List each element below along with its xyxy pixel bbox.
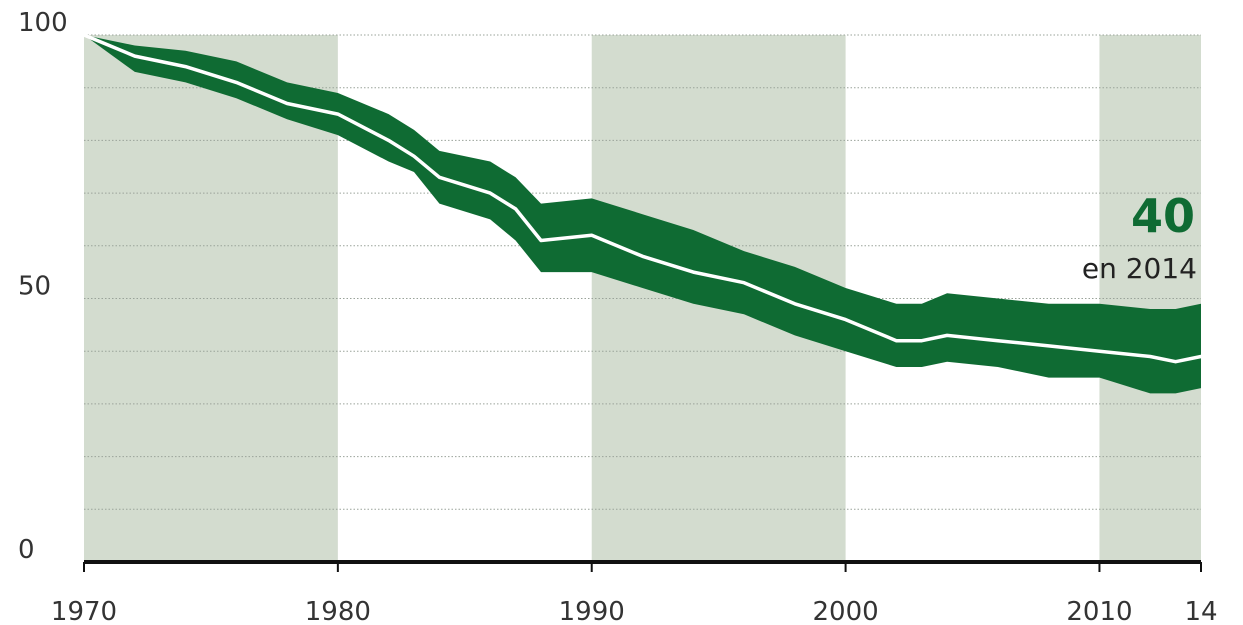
annotation-value: 40 [1131,189,1195,243]
index-line-group [82,33,1203,364]
x-axis [83,560,1202,572]
y-tick-label-0: 0 [18,535,35,565]
x-tick-label-2010: 2010 [1066,597,1132,625]
x-tick-labels: 1970 1980 1990 2000 2010 14 [51,597,1218,625]
x-tick-label-2014: 14 [1184,597,1217,625]
y-tick-label-100: 100 [18,8,68,38]
confidence-band [84,35,1201,394]
annotation-text: en 2014 [1082,252,1197,285]
y-tick-labels: 0 50 100 [18,8,68,565]
index-line [82,33,1203,364]
shade-range-2 [1099,35,1201,562]
band-area [84,35,1201,394]
x-tick-label-2000: 2000 [813,597,879,625]
y-tick-label-50: 50 [18,272,51,302]
x-tick-label-1980: 1980 [305,597,371,625]
x-tick-label-1990: 1990 [559,597,625,625]
x-tick-label-1970: 1970 [51,597,117,625]
